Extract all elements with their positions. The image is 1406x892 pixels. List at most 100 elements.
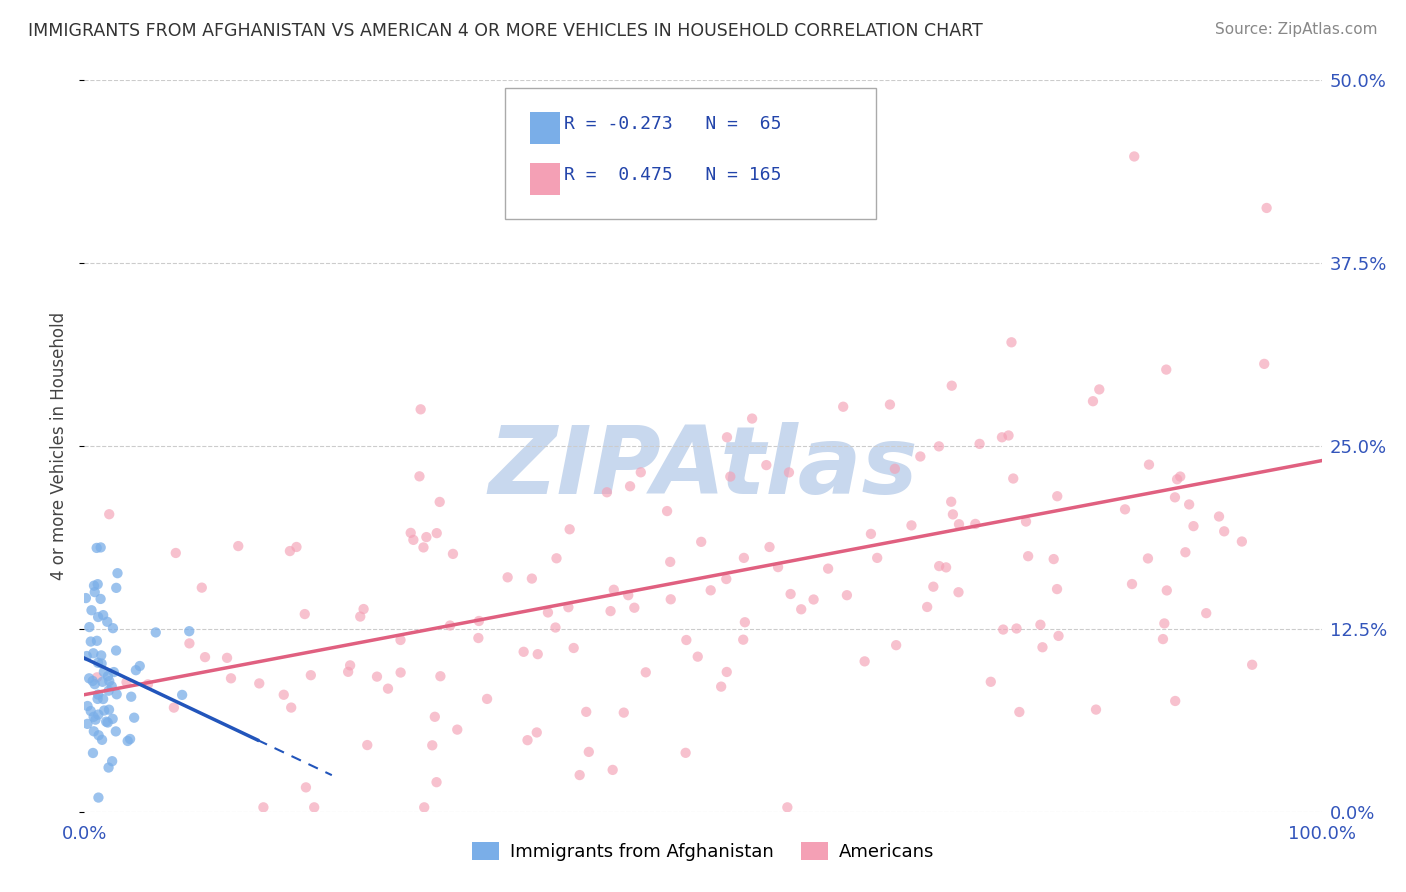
Point <box>1164 694 1187 708</box>
Point <box>779 587 801 601</box>
Point <box>716 430 738 444</box>
Point <box>75 591 97 606</box>
Point <box>128 659 150 673</box>
Point <box>758 540 780 554</box>
Point <box>82 673 104 688</box>
Point <box>247 676 270 690</box>
Point <box>602 763 624 777</box>
Point <box>107 566 129 581</box>
Point <box>77 671 100 685</box>
Text: R =  0.475   N = 165: R = 0.475 N = 165 <box>564 167 782 185</box>
Point <box>91 674 114 689</box>
Point <box>226 539 249 553</box>
Point <box>716 572 738 586</box>
Point <box>441 547 464 561</box>
Point <box>366 670 388 684</box>
Point <box>299 668 322 682</box>
Point <box>97 683 120 698</box>
Point <box>295 780 318 795</box>
Point <box>928 439 950 453</box>
Point <box>1164 491 1187 505</box>
Point <box>526 647 548 661</box>
Point <box>900 518 922 533</box>
Point <box>942 508 965 522</box>
Point <box>93 665 115 679</box>
Point <box>991 430 1014 444</box>
Point <box>948 517 970 532</box>
Point <box>596 485 619 500</box>
Point <box>526 725 548 739</box>
Point <box>1121 577 1143 591</box>
Point <box>122 711 145 725</box>
Point <box>194 650 217 665</box>
Point <box>353 602 375 616</box>
Point <box>101 621 124 635</box>
Point <box>922 580 945 594</box>
Point <box>619 479 641 493</box>
Point <box>87 707 110 722</box>
Point <box>97 760 120 774</box>
Point <box>617 588 640 602</box>
Point <box>91 732 114 747</box>
Point <box>252 800 274 814</box>
Point <box>1156 583 1178 598</box>
Text: IMMIGRANTS FROM AFGHANISTAN VS AMERICAN 4 OR MORE VEHICLES IN HOUSEHOLD CORRELAT: IMMIGRANTS FROM AFGHANISTAN VS AMERICAN … <box>28 22 983 40</box>
Point <box>1005 622 1028 636</box>
Point <box>349 609 371 624</box>
Point <box>172 688 194 702</box>
Point <box>734 615 756 630</box>
Point <box>1166 472 1188 486</box>
Text: ZIPAtlas: ZIPAtlas <box>488 422 918 514</box>
Point <box>562 640 585 655</box>
Point <box>98 703 121 717</box>
Point <box>623 600 645 615</box>
Point <box>655 504 678 518</box>
Point <box>87 610 110 624</box>
Point <box>339 658 361 673</box>
Point <box>337 665 360 679</box>
Point <box>83 724 105 739</box>
FancyBboxPatch shape <box>530 163 560 195</box>
Point <box>568 768 591 782</box>
Point <box>883 462 905 476</box>
Point <box>675 633 697 648</box>
Point <box>1136 551 1159 566</box>
Point <box>718 469 741 483</box>
Point <box>179 624 201 639</box>
Point <box>402 533 425 547</box>
Point <box>87 790 110 805</box>
Point <box>575 705 598 719</box>
Point <box>356 738 378 752</box>
Point <box>136 677 159 691</box>
Point <box>86 541 108 555</box>
Point <box>613 706 636 720</box>
Point <box>675 746 697 760</box>
Point <box>294 607 316 621</box>
Point <box>948 585 970 599</box>
Point <box>426 526 449 541</box>
Point <box>125 663 148 677</box>
Point <box>1154 362 1177 376</box>
Point <box>79 620 101 634</box>
Point <box>413 800 436 814</box>
FancyBboxPatch shape <box>530 112 560 145</box>
Point <box>105 687 128 701</box>
Point <box>1114 502 1136 516</box>
Point <box>87 656 110 670</box>
Point <box>1182 519 1205 533</box>
Point <box>82 646 104 660</box>
Point <box>778 466 800 480</box>
Point <box>853 654 876 668</box>
Point <box>557 600 579 615</box>
Point <box>468 614 491 628</box>
Point <box>105 581 128 595</box>
Point <box>389 665 412 680</box>
Point <box>86 692 108 706</box>
Point <box>83 710 105 724</box>
Point <box>90 591 112 606</box>
Point <box>80 634 103 648</box>
Point <box>179 636 201 650</box>
Point <box>83 677 105 691</box>
Point <box>803 592 825 607</box>
Point <box>425 775 447 789</box>
